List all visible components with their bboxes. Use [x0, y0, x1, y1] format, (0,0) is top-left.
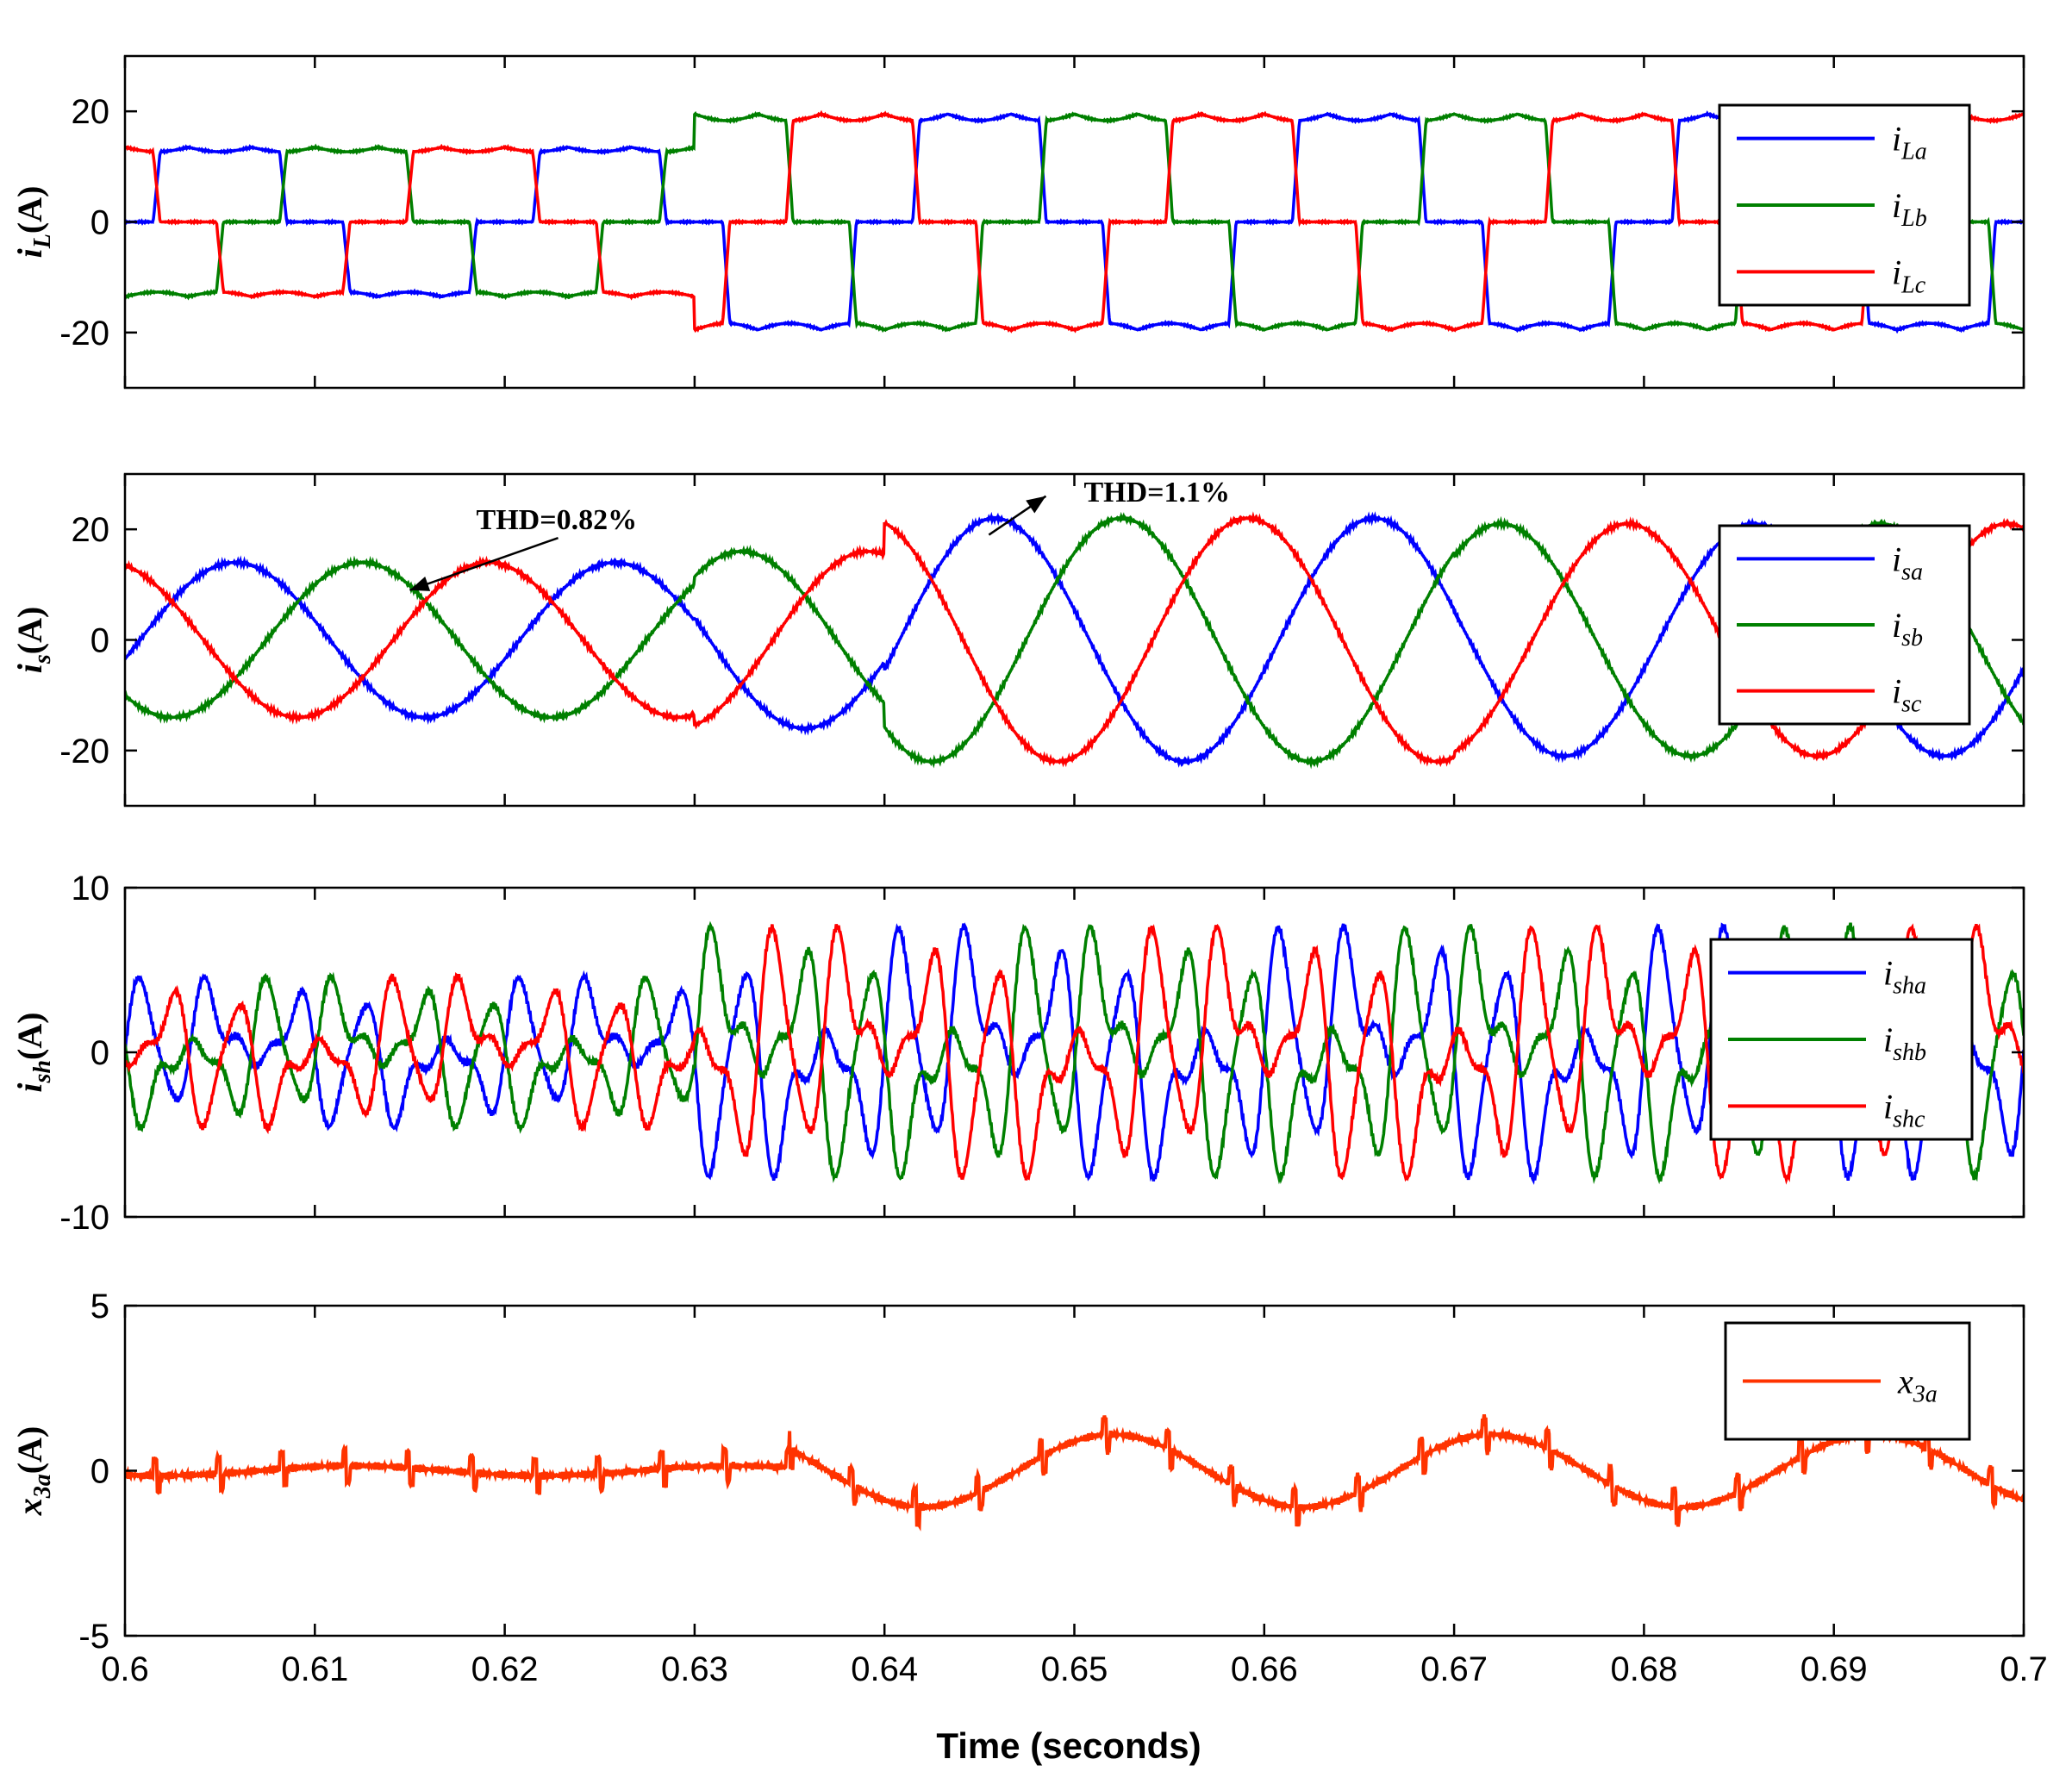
series-line-ish-shc: [125, 923, 2024, 1185]
x-tick-label: 0.64: [851, 1650, 918, 1688]
series-line-is-sc: [125, 511, 2024, 768]
legend-label-shc: ishc: [1883, 1087, 1925, 1132]
series-line-iL-Lb: [125, 110, 2024, 333]
x-axis-title: Time (seconds): [936, 1725, 1201, 1766]
x-tick-label: 0.6: [101, 1650, 149, 1688]
y-tick-label: 0: [90, 204, 109, 242]
legend-label-shb: ishb: [1883, 1020, 1926, 1066]
y-tick-label: 20: [72, 511, 110, 549]
y-tick-label: -10: [59, 1199, 109, 1237]
series-line-x3a-3a: [125, 1413, 2024, 1531]
y-tick-label: -20: [59, 733, 109, 770]
x-tick-label: 0.7: [2000, 1650, 2048, 1688]
y-axis-label-ish: ish(A): [10, 1012, 56, 1092]
annotation-arrow: [409, 536, 559, 591]
x-tick-label: 0.62: [471, 1650, 539, 1688]
legend-label-Lc: iLc: [1892, 253, 1926, 298]
y-tick-label: 5: [90, 1288, 109, 1326]
legend-label-Lb: iLb: [1892, 186, 1927, 232]
y-tick-label: 0: [90, 622, 109, 660]
panel-x3a: 0.6 0.61 0.62 0.63 0.64 0.65 0.66 0.67 0.68 0.69 0…: [10, 1288, 2048, 1688]
annotation-0: THD=0.82%: [409, 504, 637, 591]
legend-iL: iLa iLb iLc: [1718, 103, 1971, 307]
y-tick-label: -5: [78, 1618, 109, 1656]
series-line-is-sb: [125, 511, 2024, 770]
x-tick-label: 0.63: [661, 1650, 728, 1688]
series-line-is-sa: [125, 511, 2024, 768]
y-tick-label: 0: [90, 1034, 109, 1072]
y-axis-label-x3a: x3a(A): [10, 1426, 56, 1517]
legend-is: isa isb isc: [1718, 524, 1971, 726]
panels-layer: -20 0 20 iL(A) iLa iLb iLc -20 0 20 is(A) isa isb isc…: [10, 54, 2048, 1688]
panel-is: -20 0 20 is(A) isa isb isc THD=0.82% THD=1.1%: [10, 472, 2025, 808]
y-tick-label: -20: [59, 315, 109, 352]
y-axis-label-iL: iL(A): [10, 186, 56, 259]
annotation-text: THD=0.82%: [477, 504, 638, 536]
y-axis-label-is: is(A): [10, 607, 56, 674]
legend-label-sa: isa: [1892, 540, 1923, 585]
annotation-text: THD=1.1%: [1084, 477, 1231, 508]
legend-label-sha: isha: [1883, 954, 1926, 1000]
legend-label-La: iLa: [1892, 120, 1927, 165]
panel-ish: -10 0 10 ish(A) isha ishb ishc: [10, 870, 2025, 1237]
annotation-arrowhead: [1026, 496, 1046, 514]
x-tick-label: 0.69: [1801, 1650, 1868, 1688]
x-tick-label: 0.67: [1420, 1650, 1488, 1688]
x-tick-label: 0.66: [1231, 1650, 1298, 1688]
series-line-iL-Lc: [125, 109, 2024, 334]
legend-label-sb: isb: [1892, 606, 1923, 652]
y-tick-label: 0: [90, 1453, 109, 1491]
legend-label-sc: isc: [1892, 672, 1922, 718]
y-tick-label: 10: [72, 870, 110, 908]
y-tick-label: 20: [72, 93, 110, 131]
annotation-arrowhead: [409, 576, 431, 591]
legend-ish: isha ishb ishc: [1709, 938, 1974, 1141]
series-line-iL-La: [125, 110, 2024, 334]
x-tick-label: 0.68: [1610, 1650, 1677, 1688]
annotation-1: THD=1.1%: [988, 477, 1231, 536]
x-tick-label: 0.65: [1041, 1650, 1108, 1688]
panel-iL: -20 0 20 iL(A) iLa iLb iLc: [10, 54, 2025, 390]
legend-x3a: x3a: [1724, 1321, 1971, 1441]
x-tick-label: 0.61: [281, 1650, 348, 1688]
legend-label-3a: x3a: [1897, 1363, 1938, 1408]
